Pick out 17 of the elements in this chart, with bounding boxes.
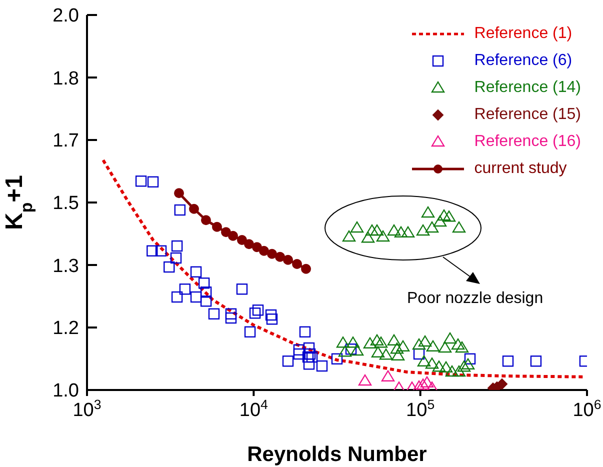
y-tick-label: 1.7 <box>52 130 79 152</box>
y-tick-label: 2.0 <box>52 6 79 27</box>
x-tick-label: 10$^{5}$ <box>406 396 435 421</box>
legend-label: Reference (14) <box>474 78 581 98</box>
y-tick-label: 1.5 <box>52 193 79 214</box>
x-axis-title: Reynolds Number <box>247 443 427 466</box>
x-tick-label: 10$^{6}$ <box>572 396 602 421</box>
annotation: Poor nozzle design <box>407 290 544 307</box>
x-tick-label: 10$^{4}$ <box>239 396 268 421</box>
legend-label: Reference (15) <box>474 104 581 124</box>
legend-label: Reference (16) <box>474 132 581 152</box>
legend-label: Reference (1) <box>474 24 572 44</box>
legend-label: current study <box>474 158 567 178</box>
y-tick-label: 1.2 <box>52 318 79 340</box>
legend-label: Reference (6) <box>474 50 572 70</box>
y-tick-label: 1.3 <box>52 256 79 277</box>
y-tick-label: 1.8 <box>52 68 79 90</box>
